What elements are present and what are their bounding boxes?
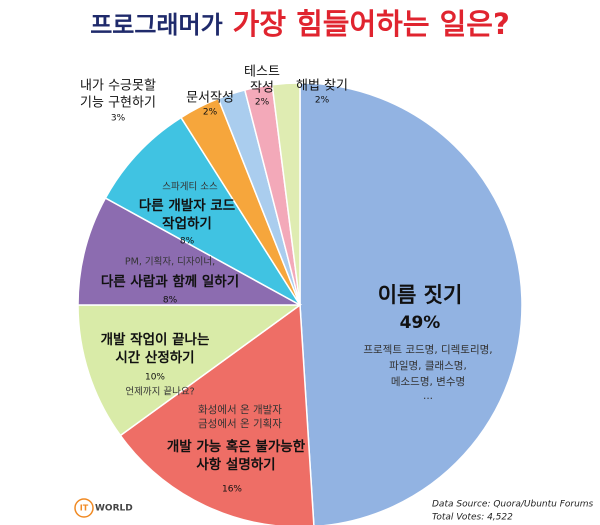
value-label: 16%: [222, 485, 242, 495]
slice-label: 개발 작업이 끝나는: [101, 331, 210, 348]
slice-note: 프로젝트 코드명, 디렉토리명,: [363, 344, 492, 356]
value-label: 8%: [163, 296, 178, 306]
slice: [77, 197, 301, 306]
slice-label: 시간 산정하기: [115, 349, 194, 366]
source: Data Source: Quora/Ubuntu Forums: [432, 500, 594, 510]
slice-label: 기능 구현하기: [80, 96, 156, 111]
slice-note: 언제까지 끝나요?: [125, 386, 194, 398]
logo-text: WORLD: [95, 504, 133, 514]
slice-note: 금성에서 온 기획자: [198, 418, 282, 430]
value-label: 8%: [180, 237, 195, 247]
slice-label: 다른 개발자 코드: [139, 197, 236, 214]
slice-label: 작성: [250, 81, 274, 96]
slice: [104, 116, 301, 306]
slice: [77, 304, 303, 437]
slice-note: 화성에서 온 개발자: [198, 404, 282, 416]
source: Total Votes: 4,522: [432, 513, 513, 523]
slice-note: 파일명, 클래스명,: [389, 359, 467, 372]
value-label: 2%: [203, 108, 218, 118]
slice-label: 내가 수긍못할: [80, 79, 156, 94]
value-label: 2%: [315, 96, 330, 106]
slice-label: 이름 짓기: [378, 283, 463, 307]
logo-mark: IT: [80, 504, 89, 513]
value-label: 49%: [400, 313, 441, 333]
slice: [119, 303, 315, 525]
slice-label: 작업하기: [162, 215, 212, 232]
value-label: 2%: [255, 98, 270, 108]
value-label: 3%: [111, 114, 126, 124]
slice-label: 다른 사람과 함께 일하기: [101, 273, 239, 290]
slice-note: 메소드명, 변수명: [391, 376, 465, 388]
chart-title: 프로그래머가 가장 힘들어하는 일은?: [90, 7, 510, 41]
slice-label: 개발 가능 혹은 불가능한: [167, 438, 306, 455]
slice-label: 사항 설명하기: [196, 456, 275, 473]
title-part: 가장 힘들어하는 일은?: [233, 7, 510, 41]
slice-label: 테스트: [244, 65, 280, 80]
slice-label: 해법 찾기: [296, 79, 348, 94]
slice-label: 문서작성: [186, 91, 234, 106]
slice-note: 스파게티 소스: [162, 182, 218, 193]
slice-note: PM, 기획자, 디자이너,: [125, 256, 215, 268]
slice: [299, 82, 523, 525]
slice: [271, 82, 301, 306]
title-part: 프로그래머가: [90, 11, 222, 39]
slice-note: ...: [423, 390, 433, 402]
pie: [77, 82, 523, 525]
labels: 이름 짓기 49% 프로젝트 코드명, 디렉토리명, 파일명, 클래스명, 메소드명, …: [80, 65, 493, 495]
value-label: 10%: [145, 373, 165, 383]
logo-ring: [74, 498, 94, 518]
